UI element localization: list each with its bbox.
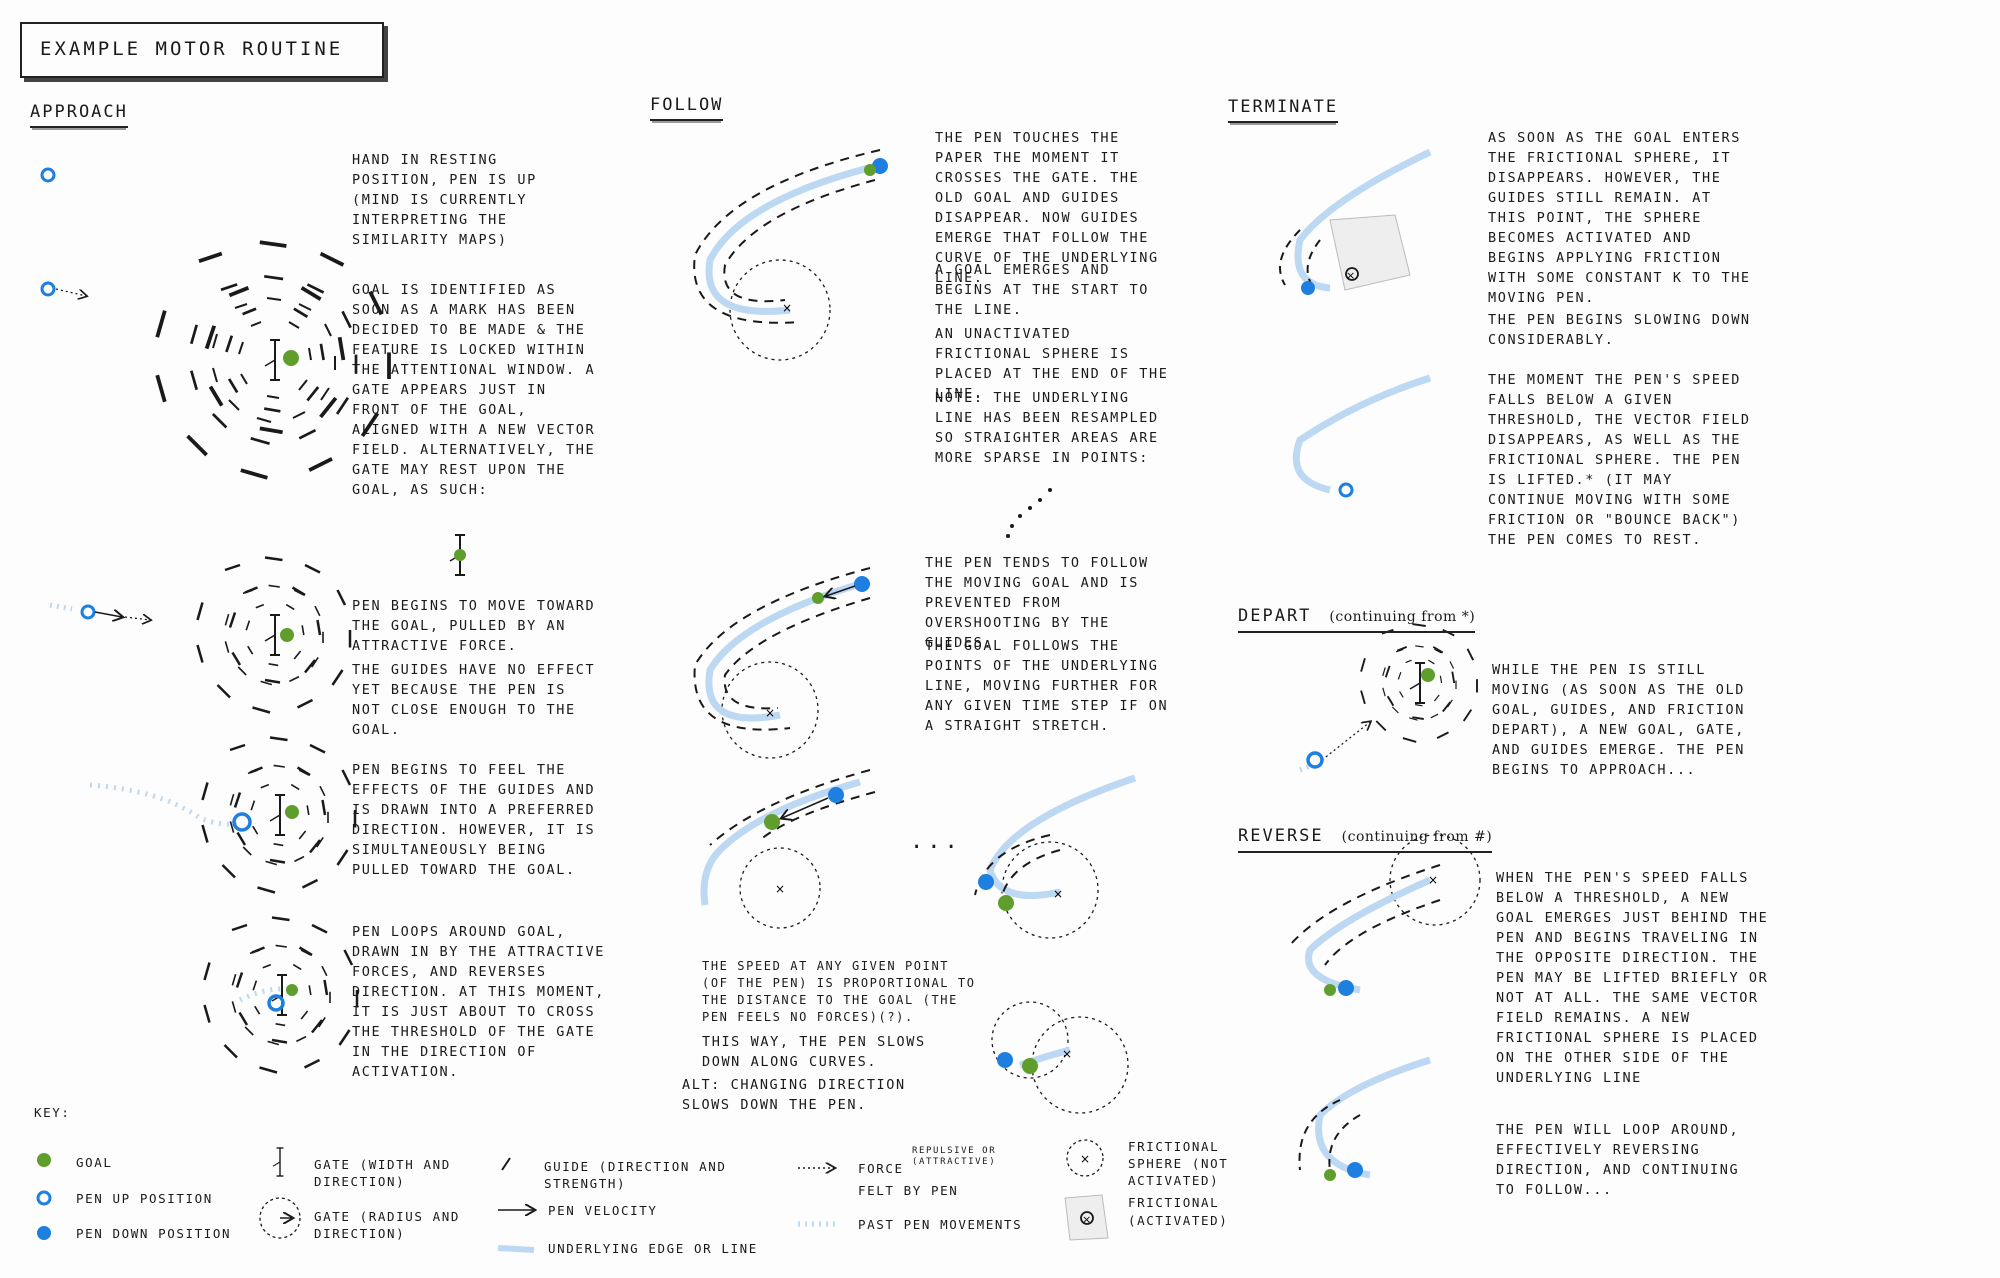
terminate-heading: TERMINATE (1228, 97, 1339, 123)
follow-text-6: THE GOAL FOLLOWS THE POINTS OF THE UNDER… (925, 638, 1169, 734)
terminate-text-3: THE MOMENT THE PEN'S SPEED FALLS BELOW A… (1488, 372, 1751, 548)
svg-text:×: × (775, 882, 785, 896)
key-force-note: REPULSIVE OR (ATTRACTIVE) (912, 1146, 997, 1167)
follow-ellipsis: ... (910, 829, 962, 854)
key-sphere-on-b: (ACTIVATED) (1128, 1213, 1229, 1228)
svg-text:×: × (782, 301, 792, 315)
follow-text-8: THIS WAY, THE PEN SLOWS DOWN ALONG CURVE… (702, 1034, 926, 1070)
sphere-on-icon (1064, 1194, 1109, 1241)
guide-icon (501, 1157, 511, 1171)
svg-text:×: × (1346, 269, 1355, 282)
approach-figures (40, 167, 466, 1074)
depart-note: (continuing from *) (1329, 609, 1476, 625)
follow-text-3: AN UNACTIVATED FRICTIONAL SPHERE IS PLAC… (935, 326, 1169, 402)
approach-text-5: PEN BEGINS TO FEEL THE EFFECTS OF THE GU… (352, 762, 596, 878)
key-pen-velocity: PEN VELOCITY (548, 1203, 658, 1218)
gate-width-icon (272, 1147, 285, 1177)
gate-radius-icon (259, 1197, 301, 1239)
terminate-text-1: AS SOON AS THE GOAL ENTERS THE FRICTIONA… (1488, 130, 1751, 306)
key-pen-down: PEN DOWN POSITION (76, 1226, 232, 1241)
reverse-text-2: THE PEN WILL LOOP AROUND, EFFECTIVELY RE… (1496, 1122, 1740, 1198)
reverse-heading-text: REVERSE (1238, 826, 1324, 846)
pen-up-icon (36, 1190, 52, 1206)
approach-text-4: THE GUIDES HAVE NO EFFECT YET BECAUSE TH… (352, 662, 596, 738)
key-gate-radius: GATE (RADIUS AND DIRECTION) (314, 1209, 461, 1241)
sphere-off-icon (1066, 1139, 1104, 1177)
key-goal: GOAL (76, 1155, 113, 1170)
follow-text-9: ALT: CHANGING DIRECTION SLOWS DOWN THE P… (682, 1077, 906, 1113)
pen-up-marker (40, 167, 56, 183)
depart-heading: DEPART (continuing from *) (1238, 606, 1476, 633)
approach-text-3: PEN BEGINS TO MOVE TOWARD THE GOAL, PULL… (352, 598, 596, 654)
key-past: PAST PEN MOVEMENTS (858, 1217, 1023, 1232)
follow-heading: FOLLOW (650, 95, 724, 121)
key-symbols: × × (36, 1139, 1109, 1253)
approach-text-2: GOAL IS IDENTIFIED AS SOON AS A MARK HAS… (352, 282, 596, 498)
underlying-line-icon (497, 1245, 535, 1253)
approach-text-1: HAND IN RESTING POSITION, PEN IS UP (MIN… (352, 152, 537, 248)
follow-text-2: A GOAL EMERGES AND BEGINS AT THE START T… (935, 262, 1150, 318)
approach-text-6: PEN LOOPS AROUND GOAL, DRAWN IN BY THE A… (352, 924, 605, 1080)
svg-text:×: × (1428, 873, 1438, 887)
svg-text:×: × (1062, 1047, 1072, 1061)
goal-icon (37, 1153, 51, 1167)
svg-text:×: × (1080, 1152, 1090, 1166)
key-force: FORCE (858, 1161, 904, 1176)
reverse-note: (continuing from #) (1341, 829, 1493, 845)
title-box: EXAMPLE MOTOR ROUTINE (20, 22, 384, 78)
terminate-text-2: THE PEN BEGINS SLOWING DOWN CONSIDERABLY… (1488, 312, 1751, 348)
terminate-figures: × × (1279, 148, 1481, 1181)
page-title: EXAMPLE MOTOR ROUTINE (40, 38, 344, 60)
key-gate-width: GATE (WIDTH AND DIRECTION) (314, 1157, 451, 1189)
key-sphere-on-a: FRICTIONAL (1128, 1195, 1220, 1210)
approach-heading: APPROACH (30, 102, 128, 128)
follow-text-5: THE PEN TENDS TO FOLLOW THE MOVING GOAL … (925, 555, 1149, 651)
reverse-heading: REVERSE (continuing from #) (1238, 826, 1493, 853)
pen-down-icon (37, 1226, 51, 1240)
svg-text:×: × (1053, 887, 1063, 901)
follow-text-1: THE PEN TOUCHES THE PAPER THE MOMENT IT … (935, 130, 1159, 286)
follow-figures: × × × × × (693, 149, 1137, 1114)
key-guide: GUIDE (DIRECTION AND STRENGTH) (544, 1159, 727, 1191)
key-force-felt: FELT BY PEN (858, 1183, 959, 1198)
key-sphere-off: FRICTIONAL SPHERE (NOT ACTIVATED) (1128, 1139, 1229, 1188)
depart-text: WHILE THE PEN IS STILL MOVING (AS SOON A… (1492, 662, 1745, 778)
depart-heading-text: DEPART (1238, 606, 1312, 626)
svg-text:×: × (765, 706, 775, 720)
follow-text-7: THE SPEED AT ANY GIVEN POINT (OF THE PEN… (702, 959, 976, 1024)
key-heading: KEY: (34, 1105, 71, 1120)
key-pen-up: PEN UP POSITION (76, 1191, 213, 1206)
reverse-text-1: WHEN THE PEN'S SPEED FALLS BELOW A THRES… (1496, 870, 1769, 1086)
follow-text-4: NOTE: THE UNDERLYING LINE HAS BEEN RESAM… (935, 390, 1159, 466)
svg-text:×: × (1082, 1213, 1091, 1226)
key-underlying: UNDERLYING EDGE OR LINE (548, 1241, 758, 1256)
